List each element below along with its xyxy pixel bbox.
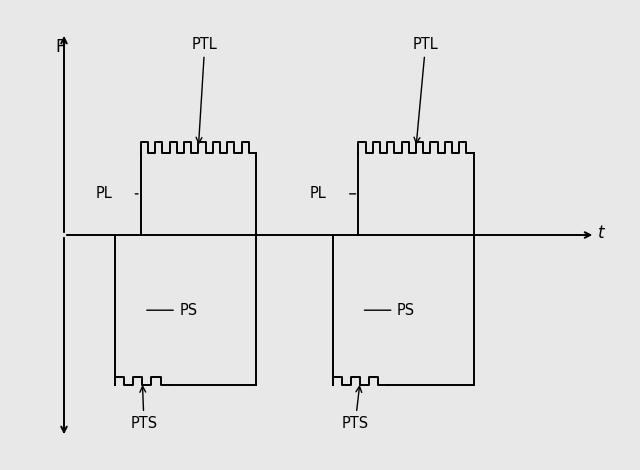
Text: PTS: PTS: [131, 386, 157, 431]
Text: PTL: PTL: [413, 37, 438, 143]
Text: PTL: PTL: [192, 37, 218, 143]
Text: PS: PS: [397, 303, 415, 318]
Text: PL: PL: [95, 187, 112, 201]
Text: t: t: [598, 224, 605, 242]
Text: PL: PL: [310, 187, 326, 201]
Text: PTS: PTS: [342, 386, 369, 431]
Text: P: P: [56, 38, 66, 56]
Text: PS: PS: [179, 303, 197, 318]
